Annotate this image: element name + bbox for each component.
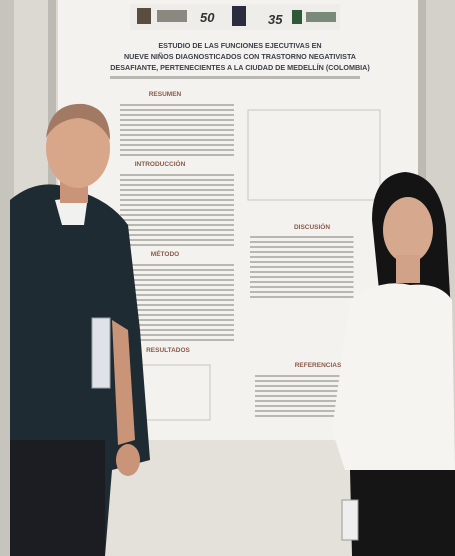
person-left [10, 103, 150, 556]
text-line [120, 179, 234, 181]
text-line [255, 380, 343, 382]
text-line [120, 149, 234, 151]
text-line [120, 299, 234, 301]
poster-title: DESAFIANTE, PERTENECIENTES A LA CIUDAD D… [110, 63, 370, 72]
logo [232, 6, 246, 26]
text-line [120, 224, 234, 226]
logo-text: 35 [268, 12, 283, 27]
section-heading: REFERENCIAS [295, 362, 342, 369]
text-line [120, 174, 234, 176]
text-line [120, 114, 234, 116]
undershirt [55, 196, 88, 225]
logo [157, 10, 187, 22]
text-line [120, 289, 234, 291]
text-line [250, 286, 354, 288]
text-line [120, 319, 234, 321]
text-line [120, 184, 234, 186]
text-line [120, 229, 234, 231]
text-line [120, 264, 234, 266]
text-line [120, 104, 234, 106]
section-heading: INTRODUCCIÓN [135, 159, 186, 168]
text-line [120, 139, 234, 141]
text-line [120, 324, 234, 326]
text-line [120, 189, 234, 191]
trousers [10, 440, 105, 556]
trousers [350, 470, 455, 556]
text-line [120, 144, 234, 146]
text-line [120, 284, 234, 286]
text-line [250, 236, 354, 238]
face [46, 108, 110, 188]
forearm [112, 320, 135, 445]
text-line [255, 405, 343, 407]
text-line [120, 199, 234, 201]
text-line [120, 244, 234, 246]
text-line [120, 124, 234, 126]
text-line [250, 266, 354, 268]
text-line [120, 274, 234, 276]
hand [116, 444, 140, 476]
text-line [250, 246, 354, 248]
text-line [255, 390, 343, 392]
text-line [120, 239, 234, 241]
results-table [247, 109, 381, 201]
person-right [332, 172, 455, 556]
poster-title: ESTUDIO DE LAS FUNCIONES EJECUTIVAS EN [158, 41, 321, 50]
text-line [120, 329, 234, 331]
neck [396, 255, 420, 283]
logo [137, 8, 151, 24]
text-line [120, 294, 234, 296]
text-line [120, 109, 234, 111]
logo [292, 10, 302, 24]
body-text [120, 104, 354, 417]
text-line [120, 209, 234, 211]
logo [306, 12, 336, 22]
text-line [255, 415, 343, 417]
section-heading: MÉTODO [151, 249, 179, 258]
section-heading: RESULTADOS [146, 347, 190, 354]
paper [341, 499, 359, 541]
text-line [250, 261, 354, 263]
text-line [250, 291, 354, 293]
text-line [255, 400, 343, 402]
blouse [332, 283, 455, 470]
text-line [250, 251, 354, 253]
badge [91, 317, 111, 389]
logo-text: 50 [200, 10, 215, 25]
text-line [120, 309, 234, 311]
text-line [255, 385, 343, 387]
section-heading: DISCUSIÓN [294, 222, 330, 231]
text-line [255, 395, 343, 397]
text-line [255, 410, 343, 412]
text-line [250, 296, 354, 298]
text-line [120, 339, 234, 341]
text-line [120, 314, 234, 316]
text-line [120, 219, 234, 221]
text-line [250, 241, 354, 243]
text-line [255, 375, 343, 377]
text-line [120, 154, 234, 156]
text-line [120, 204, 234, 206]
text-line [250, 256, 354, 258]
text-line [120, 194, 234, 196]
text-line [250, 276, 354, 278]
text-line [120, 134, 234, 136]
authors [110, 76, 360, 79]
face [383, 197, 433, 263]
text-line [250, 271, 354, 273]
text-line [120, 214, 234, 216]
text-line [120, 334, 234, 336]
text-line [250, 281, 354, 283]
text-line [120, 269, 234, 271]
section-heading: RESUMEN [149, 91, 182, 98]
text-line [120, 234, 234, 236]
text-line [120, 129, 234, 131]
text-line [120, 279, 234, 281]
hair [46, 103, 110, 140]
poster-title: NUEVE NIÑOS DIAGNOSTICADOS CON TRASTORNO… [124, 52, 356, 61]
text-line [120, 304, 234, 306]
text-line [120, 119, 234, 121]
